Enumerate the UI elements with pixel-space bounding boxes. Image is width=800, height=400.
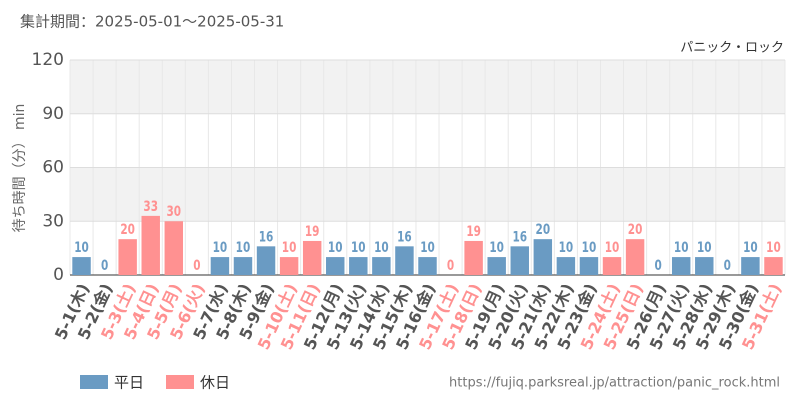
bar bbox=[625, 239, 645, 275]
bar bbox=[487, 257, 506, 275]
bar bbox=[533, 239, 553, 275]
value-label: 10 bbox=[236, 240, 251, 256]
chart-title: 集計期間：2025-05-01～2025-05-31 bbox=[20, 13, 284, 31]
bar bbox=[395, 246, 414, 275]
value-label: 0 bbox=[724, 258, 732, 274]
source: https://fujiq.parksreal.jp/attraction/pa… bbox=[449, 376, 780, 391]
value-label: 16 bbox=[259, 229, 274, 245]
bar bbox=[233, 257, 253, 275]
value-label: 10 bbox=[328, 240, 343, 256]
bar bbox=[579, 257, 599, 275]
bar bbox=[510, 246, 529, 275]
value-label: 0 bbox=[101, 258, 109, 274]
bar bbox=[602, 257, 622, 275]
bar bbox=[418, 257, 437, 275]
value-label: 33 bbox=[143, 198, 158, 214]
bar bbox=[326, 257, 345, 275]
value-label: 20 bbox=[536, 222, 551, 238]
value-label: 10 bbox=[766, 240, 781, 256]
bar bbox=[302, 240, 322, 275]
bar bbox=[556, 257, 576, 275]
value-label: 0 bbox=[447, 258, 455, 274]
grid-band bbox=[70, 167, 785, 222]
value-label: 20 bbox=[628, 222, 643, 238]
subtitle: パニック・ロック bbox=[680, 41, 784, 56]
bar bbox=[741, 257, 760, 275]
y-tick-label: 0 bbox=[53, 265, 64, 285]
legend-label: 平日 bbox=[114, 374, 144, 392]
value-label: 10 bbox=[489, 240, 504, 256]
value-label: 16 bbox=[512, 229, 527, 245]
legend-label: 休日 bbox=[200, 374, 230, 392]
value-label: 30 bbox=[166, 204, 181, 220]
value-label: 20 bbox=[120, 222, 135, 238]
value-label: 10 bbox=[582, 240, 597, 256]
value-label: 10 bbox=[697, 240, 712, 256]
value-label: 19 bbox=[466, 223, 481, 239]
value-label: 10 bbox=[420, 240, 435, 256]
grid-band bbox=[70, 60, 785, 114]
value-label: 10 bbox=[374, 240, 389, 256]
y-tick-label: 60 bbox=[42, 158, 64, 178]
bar bbox=[279, 257, 299, 275]
value-label: 0 bbox=[654, 258, 662, 274]
bar bbox=[256, 246, 276, 275]
y-tick-label: 90 bbox=[42, 104, 64, 124]
bar bbox=[210, 257, 230, 275]
bar bbox=[118, 239, 137, 275]
value-label: 19 bbox=[305, 223, 320, 239]
legend-swatch bbox=[80, 375, 108, 389]
value-label: 10 bbox=[605, 240, 620, 256]
bar bbox=[164, 221, 184, 275]
bar bbox=[372, 257, 391, 275]
y-axis-label: 待ち時間（分） min bbox=[12, 104, 28, 233]
bar bbox=[671, 257, 691, 275]
value-label: 10 bbox=[674, 240, 689, 256]
legend-swatch bbox=[166, 375, 194, 389]
bar bbox=[764, 257, 783, 275]
value-label: 10 bbox=[351, 240, 366, 256]
bar bbox=[349, 257, 368, 275]
value-label: 10 bbox=[559, 240, 574, 256]
value-label: 0 bbox=[193, 258, 201, 274]
value-label: 10 bbox=[282, 240, 297, 256]
value-label: 10 bbox=[743, 240, 758, 256]
value-label: 10 bbox=[213, 240, 228, 256]
y-tick-label: 30 bbox=[42, 211, 64, 231]
bar bbox=[141, 215, 160, 275]
value-label: 16 bbox=[397, 229, 412, 245]
bar bbox=[695, 257, 714, 275]
bar bbox=[464, 240, 483, 275]
value-label: 10 bbox=[74, 240, 89, 256]
bar bbox=[72, 257, 91, 275]
y-tick-label: 120 bbox=[32, 50, 64, 70]
